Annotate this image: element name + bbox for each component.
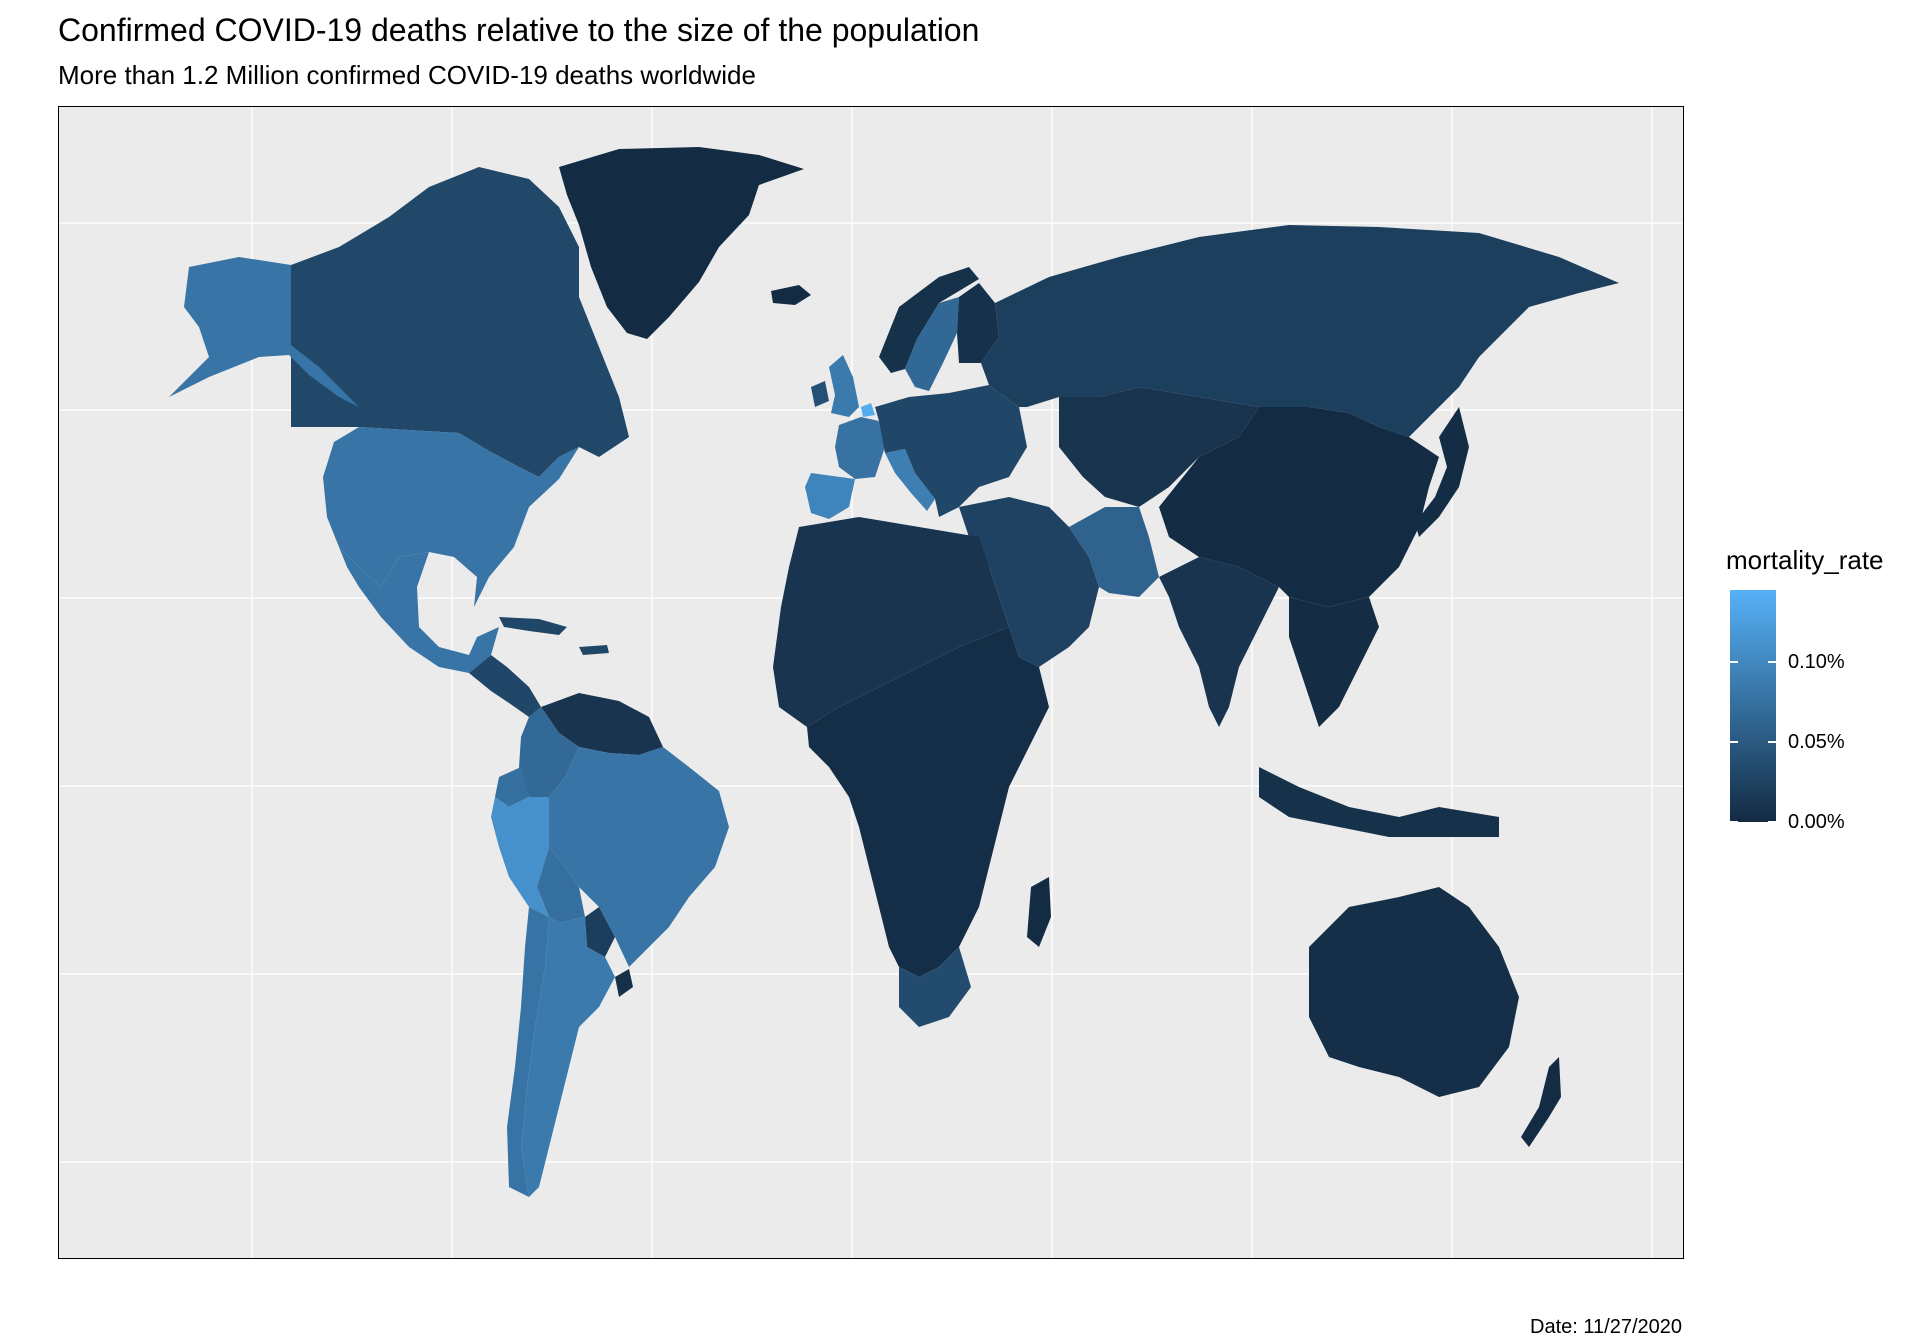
legend-tick — [1730, 661, 1776, 663]
legend-label: 0.00% — [1788, 811, 1845, 833]
region-australia[interactable] — [1309, 887, 1519, 1097]
region-southeast-asia[interactable] — [1289, 597, 1379, 727]
region-france[interactable] — [835, 417, 885, 479]
region-japan[interactable] — [1415, 407, 1469, 537]
region-india[interactable] — [1159, 557, 1279, 727]
map-panel — [58, 106, 1684, 1259]
legend-label: 0.05% — [1788, 731, 1845, 753]
region-central-asia[interactable] — [1059, 387, 1259, 507]
region-indonesia[interactable] — [1259, 767, 1499, 837]
region-paraguay[interactable] — [585, 907, 615, 957]
region-united-kingdom[interactable] — [829, 355, 859, 417]
region-south-africa[interactable] — [899, 947, 971, 1027]
countries — [169, 147, 1619, 1197]
region-russia[interactable] — [981, 225, 1619, 437]
region-norway[interactable] — [879, 267, 979, 373]
region-italy[interactable] — [885, 449, 935, 511]
region-alaska[interactable] — [169, 257, 359, 407]
region-caribbean[interactable] — [499, 617, 609, 655]
region-new-zealand[interactable] — [1521, 1057, 1561, 1147]
region-north-africa[interactable] — [773, 517, 1009, 727]
region-sweden[interactable] — [905, 297, 959, 391]
chart-title: Confirmed COVID-19 deaths relative to th… — [58, 12, 980, 48]
region-middle-east[interactable] — [959, 497, 1099, 667]
region-ireland[interactable] — [811, 381, 829, 407]
region-central-eastern-europe[interactable] — [875, 385, 1027, 517]
legend: mortality_rate 0.10% 0.05% 0.00% — [1726, 540, 1916, 840]
region-argentina[interactable] — [521, 917, 615, 1197]
legend-label: 0.10% — [1788, 651, 1845, 673]
region-colombia[interactable] — [519, 707, 579, 797]
region-chile[interactable] — [507, 907, 549, 1197]
region-mexico[interactable] — [339, 547, 499, 673]
legend-tick — [1730, 821, 1776, 823]
region-canada[interactable] — [291, 167, 629, 477]
region-ecuador[interactable] — [495, 767, 529, 807]
region-finland[interactable] — [957, 283, 999, 363]
region-iceland[interactable] — [771, 285, 811, 305]
region-spain[interactable] — [805, 473, 855, 519]
world-map — [59, 107, 1683, 1258]
region-sub-saharan-africa[interactable] — [807, 627, 1049, 977]
date-caption: Date: 11/27/2020 — [1530, 1316, 1682, 1338]
region-bolivia[interactable] — [537, 847, 585, 923]
chart-subtitle: More than 1.2 Million confirmed COVID-19… — [58, 60, 756, 90]
region-china[interactable] — [1159, 407, 1439, 607]
region-venezuela[interactable] — [541, 693, 663, 755]
region-united-states[interactable] — [323, 427, 579, 607]
legend-title: mortality_rate — [1726, 545, 1884, 575]
region-central-america[interactable] — [469, 655, 541, 717]
region-iran[interactable] — [1069, 507, 1159, 597]
legend-tick — [1730, 741, 1776, 743]
region-madagascar[interactable] — [1027, 877, 1051, 947]
region-brazil[interactable] — [549, 747, 729, 967]
region-greenland[interactable] — [559, 147, 804, 339]
region-belgium[interactable] — [861, 403, 875, 417]
legend-color-bar — [1730, 590, 1776, 822]
region-peru[interactable] — [491, 797, 549, 917]
region-uruguay[interactable] — [615, 969, 633, 997]
